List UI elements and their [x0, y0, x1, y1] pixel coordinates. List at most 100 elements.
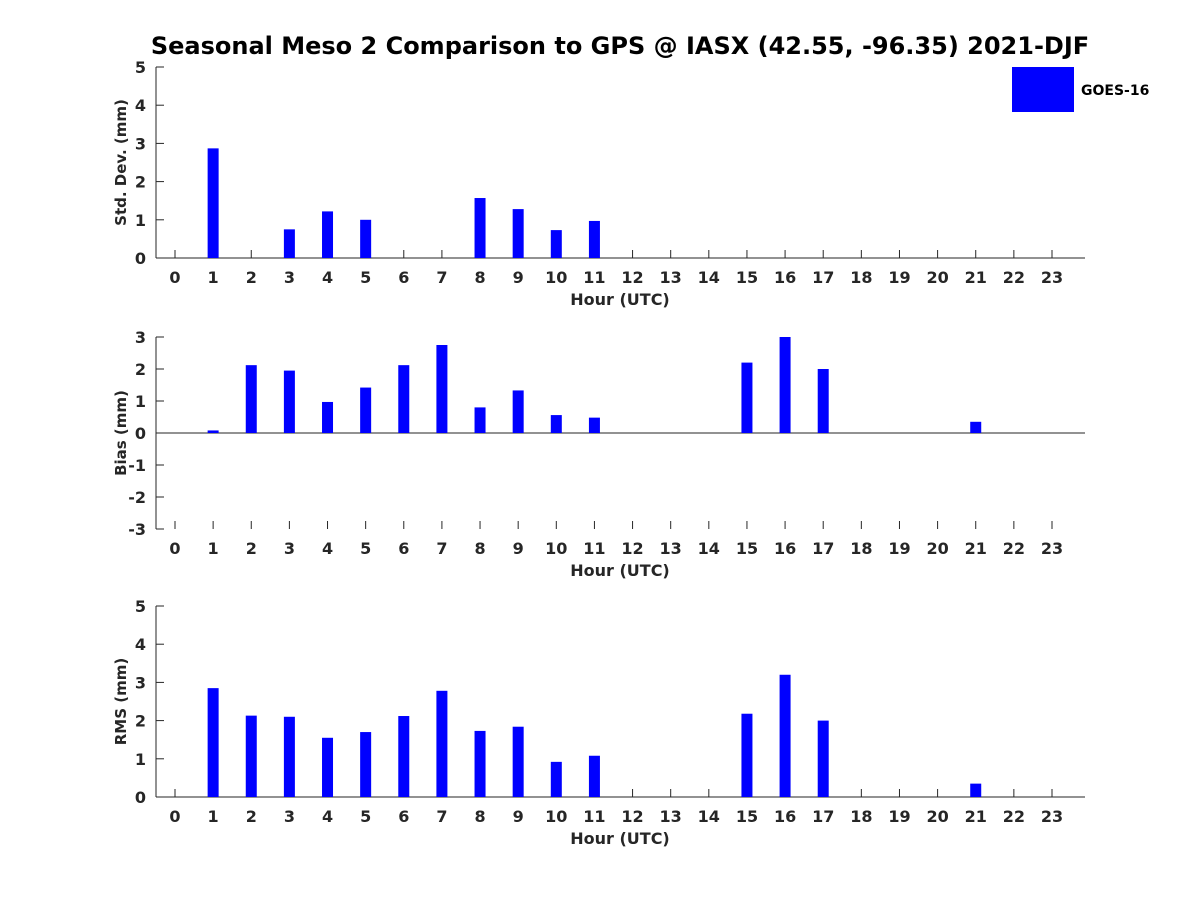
x-tick-label: 5	[360, 807, 371, 826]
x-tick-label: 16	[774, 539, 796, 558]
x-tick-label: 3	[284, 268, 295, 287]
x-tick-label: 0	[169, 268, 180, 287]
x-tick-label: 7	[436, 268, 447, 287]
y-tick-label: 4	[135, 635, 146, 654]
y-tick-label: 0	[135, 424, 146, 443]
y-tick-label: 5	[135, 58, 146, 77]
x-tick-label: 3	[284, 539, 295, 558]
x-tick-label: 18	[850, 268, 872, 287]
x-tick-label: 23	[1041, 268, 1063, 287]
bar	[512, 390, 524, 433]
legend-swatch	[1012, 67, 1074, 112]
x-tick-label: 9	[513, 268, 524, 287]
x-tick-label: 21	[965, 539, 987, 558]
bar	[550, 761, 562, 797]
bar	[550, 415, 562, 433]
x-tick-label: 4	[322, 807, 333, 826]
legend: GOES-16	[1012, 67, 1149, 112]
x-tick-label: 4	[322, 539, 333, 558]
bar	[283, 229, 295, 258]
x-tick-label: 14	[698, 268, 720, 287]
y-axis-label: Bias (mm)	[112, 390, 130, 476]
y-tick-label: 0	[135, 788, 146, 807]
x-tick-label: 6	[398, 268, 409, 287]
bar	[398, 365, 410, 433]
x-tick-label: 7	[436, 539, 447, 558]
x-tick-label: 15	[736, 539, 758, 558]
x-tick-label: 23	[1041, 807, 1063, 826]
x-tick-label: 17	[812, 807, 834, 826]
y-tick-label: -3	[128, 520, 146, 539]
bar	[360, 219, 372, 258]
x-tick-label: 2	[246, 539, 257, 558]
x-tick-label: 6	[398, 539, 409, 558]
x-tick-label: 19	[888, 807, 910, 826]
bar	[207, 430, 219, 433]
x-axis-label: Hour (UTC)	[570, 561, 670, 580]
y-tick-label: 0	[135, 249, 146, 268]
y-tick-label: 2	[135, 360, 146, 379]
x-tick-label: 19	[888, 539, 910, 558]
x-tick-label: 10	[545, 539, 567, 558]
x-tick-label: 5	[360, 539, 371, 558]
x-tick-label: 12	[621, 268, 643, 287]
bar	[398, 716, 410, 797]
bar	[512, 726, 524, 797]
x-tick-label: 9	[513, 807, 524, 826]
x-tick-label: 19	[888, 268, 910, 287]
bar	[779, 674, 791, 797]
bar	[588, 220, 600, 258]
x-tick-label: 15	[736, 807, 758, 826]
bar	[322, 211, 334, 258]
x-tick-label: 22	[1003, 539, 1025, 558]
bar	[245, 715, 257, 797]
bar	[817, 720, 829, 797]
bar	[741, 362, 753, 433]
x-tick-label: 4	[322, 268, 333, 287]
bar	[779, 337, 791, 433]
y-tick-label: 2	[135, 173, 146, 192]
bar	[588, 417, 600, 433]
x-tick-label: 22	[1003, 268, 1025, 287]
bar	[283, 716, 295, 797]
y-tick-label: -2	[128, 488, 146, 507]
x-tick-label: 18	[850, 807, 872, 826]
x-tick-label: 6	[398, 807, 409, 826]
x-tick-label: 7	[436, 807, 447, 826]
x-tick-label: 9	[513, 539, 524, 558]
y-axis-label: RMS (mm)	[112, 658, 130, 745]
y-tick-label: 3	[135, 328, 146, 347]
x-tick-label: 20	[926, 268, 948, 287]
legend-label: GOES-16	[1081, 83, 1149, 99]
x-tick-label: 1	[208, 807, 219, 826]
x-tick-label: 20	[926, 807, 948, 826]
x-tick-label: 8	[474, 268, 485, 287]
x-tick-label: 14	[698, 807, 720, 826]
x-tick-label: 18	[850, 539, 872, 558]
x-tick-label: 12	[621, 539, 643, 558]
x-tick-label: 13	[660, 268, 682, 287]
x-tick-label: 15	[736, 268, 758, 287]
x-tick-label: 17	[812, 268, 834, 287]
x-tick-label: 8	[474, 539, 485, 558]
x-tick-label: 10	[545, 807, 567, 826]
x-tick-label: 11	[583, 268, 605, 287]
x-axis-label: Hour (UTC)	[570, 290, 670, 309]
y-tick-label: 3	[135, 134, 146, 153]
x-tick-label: 20	[926, 539, 948, 558]
bar	[474, 407, 486, 433]
y-tick-label: 3	[135, 673, 146, 692]
y-tick-label: 5	[135, 597, 146, 616]
x-tick-label: 5	[360, 268, 371, 287]
bar	[474, 730, 486, 797]
x-tick-label: 1	[208, 268, 219, 287]
bar	[588, 755, 600, 797]
y-tick-label: 1	[135, 750, 146, 769]
x-tick-label: 22	[1003, 807, 1025, 826]
bar	[741, 713, 753, 797]
x-tick-label: 16	[774, 807, 796, 826]
x-tick-label: 21	[965, 268, 987, 287]
